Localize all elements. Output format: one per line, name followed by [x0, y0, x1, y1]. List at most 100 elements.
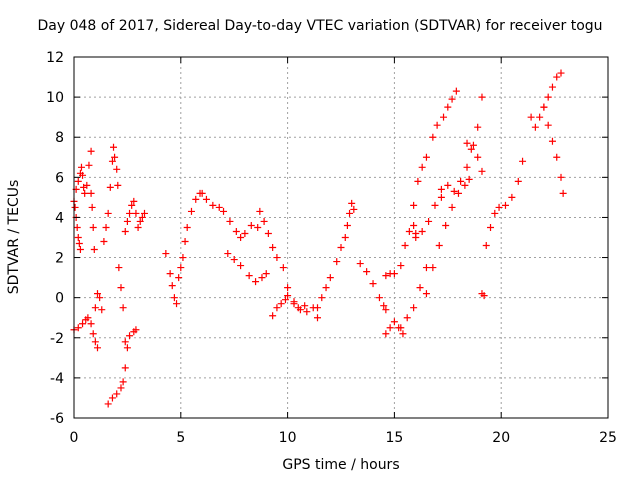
data-point [119, 304, 127, 312]
data-point [173, 300, 181, 308]
data-point [326, 274, 334, 282]
data-point [531, 123, 539, 131]
y-tick-label: -2 [50, 331, 64, 347]
data-point [237, 262, 245, 270]
data-point [548, 137, 556, 145]
data-point [444, 103, 452, 111]
data-point [290, 300, 298, 308]
data-point [480, 292, 488, 300]
data-point [548, 83, 556, 91]
series-21 [356, 260, 390, 314]
series-14 [224, 250, 270, 286]
data-point [474, 153, 482, 161]
y-tick-label: 2 [55, 251, 64, 267]
data-point [397, 262, 405, 270]
series-3 [87, 189, 98, 254]
data-point [134, 223, 142, 231]
data-point [469, 141, 477, 149]
data-point [179, 254, 187, 262]
series-9 [121, 197, 140, 235]
data-point [198, 189, 206, 197]
data-point [314, 304, 322, 312]
series-20 [343, 199, 358, 229]
data-point [557, 173, 565, 181]
data-point [111, 153, 119, 161]
data-point [91, 304, 99, 312]
data-point [202, 195, 210, 203]
data-point [318, 294, 326, 302]
data-point [104, 400, 112, 408]
y-tick-label: -4 [50, 371, 64, 387]
data-point [410, 304, 418, 312]
series-24 [397, 264, 430, 332]
data-point [429, 133, 437, 141]
data-point [108, 157, 116, 165]
data-point [448, 95, 456, 103]
data-point [256, 207, 264, 215]
data-point [192, 195, 200, 203]
data-point [130, 197, 138, 205]
data-point [403, 314, 411, 322]
data-point [544, 121, 552, 129]
series-13 [175, 189, 262, 282]
data-point [454, 189, 462, 197]
data-point [390, 270, 398, 278]
data-point [89, 330, 97, 338]
data-point [220, 207, 228, 215]
data-point [181, 238, 189, 246]
data-points [70, 69, 567, 408]
data-point [258, 274, 266, 282]
x-tick-label: 20 [492, 430, 510, 446]
data-point [444, 181, 452, 189]
data-point [467, 145, 475, 153]
data-point [412, 234, 420, 241]
series-7 [104, 344, 131, 408]
data-point [132, 209, 140, 217]
data-point [382, 330, 390, 338]
data-point [544, 93, 552, 101]
data-point [170, 294, 178, 302]
series-27 [422, 175, 473, 298]
data-point [435, 242, 443, 250]
data-point [121, 227, 129, 235]
data-point [113, 390, 121, 398]
data-point [89, 223, 97, 231]
data-point [81, 189, 89, 197]
series-18 [290, 300, 322, 322]
data-point [273, 304, 281, 312]
data-point [382, 272, 390, 280]
data-point [140, 209, 148, 217]
data-point [226, 217, 234, 225]
data-point [553, 153, 561, 161]
data-point [401, 242, 409, 250]
data-point [341, 234, 349, 241]
data-point [273, 254, 281, 262]
data-point [390, 318, 398, 326]
data-point [106, 183, 114, 191]
x-tick-label: 5 [176, 430, 185, 446]
data-point [514, 177, 522, 185]
data-point [254, 223, 262, 231]
series-33 [540, 103, 567, 197]
data-point [410, 221, 418, 229]
data-point [183, 223, 191, 231]
data-point [303, 308, 311, 316]
series-31 [482, 157, 527, 250]
data-point [162, 250, 170, 258]
series-17 [269, 244, 309, 312]
x-tick-label: 25 [599, 430, 617, 446]
data-point [177, 264, 185, 272]
x-axis-label: GPS time / hours [282, 457, 400, 473]
data-point [382, 306, 390, 314]
data-point [416, 284, 424, 292]
data-point [386, 324, 394, 332]
data-point [77, 163, 85, 171]
data-point [553, 73, 561, 81]
data-point [519, 157, 527, 165]
data-point [450, 187, 458, 195]
data-point [87, 320, 95, 328]
series-8 [115, 264, 127, 312]
series-11 [134, 209, 148, 231]
data-point [557, 69, 565, 77]
